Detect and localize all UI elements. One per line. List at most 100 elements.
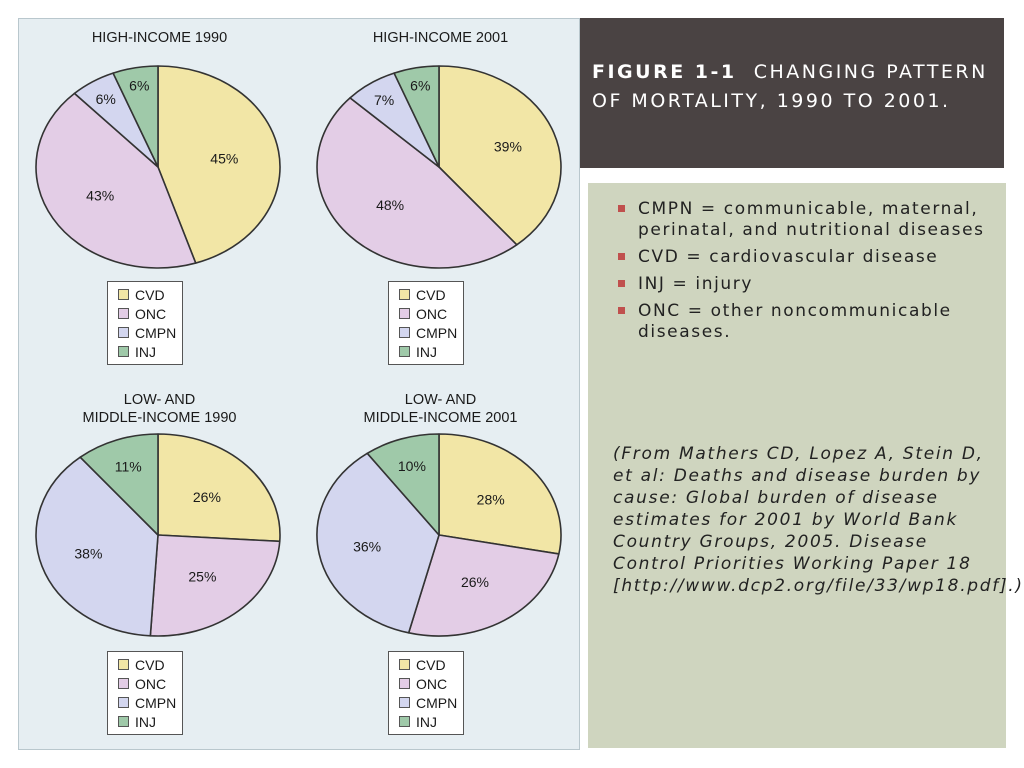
pie-slice-cmpn (35, 456, 159, 637)
definitions-list: CMPN = communicable, maternal, perinatal… (616, 199, 996, 349)
notes-box: CMPN = communicable, maternal, perinatal… (588, 183, 1022, 748)
figure-caption: CHANGING PATTERN OF MORTALITY, 1990 TO 2… (592, 61, 988, 112)
bullet-inj: INJ = injury (616, 274, 996, 295)
pie-chart-4: LOW- AND MIDDLE-INCOME 2001 28% 26% 36% 10% CV… (300, 385, 581, 751)
pie-chart-1: HIGH-INCOME 1990 45% 43% 6% 6% CVD ONC CMPN INJ (19, 19, 300, 385)
pie-slice-inj (112, 65, 159, 168)
chart-legend: CVD ONC CMPN INJ (107, 281, 184, 365)
pie-slice-onc (35, 92, 197, 269)
legend-label: CMPN (416, 694, 458, 711)
legend-item-inj: INJ (399, 342, 457, 361)
legend-label: CVD (135, 286, 165, 303)
legend-label: INJ (135, 713, 156, 730)
figure-label: FIGURE 1-1 (592, 61, 737, 83)
chart-title-line: HIGH-INCOME 1990 (91, 30, 228, 46)
legend-swatch (399, 716, 410, 727)
figure-panel: HIGH-INCOME 1990 45% 43% 6% 6% CVD ONC CMPN INJ H… (18, 18, 580, 750)
slide-title: FIGURE 1-1 CHANGING PATTERN OF MORTALITY… (592, 58, 992, 116)
legend-label: CMPN (135, 694, 177, 711)
legend-label: INJ (416, 713, 437, 730)
legend-label: CMPN (135, 324, 177, 341)
slice-label-onc: 43% (86, 187, 114, 203)
legend-item-cvd: CVD (118, 285, 176, 304)
chart-title-line: MIDDLE-INCOME 2001 (363, 410, 518, 426)
pie-svg: 39% 48% 7% 6% (316, 65, 562, 269)
slice-label-cvd: 39% (494, 139, 522, 155)
legend-item-inj: INJ (399, 712, 457, 731)
legend-swatch (118, 308, 129, 319)
slice-label-cvd: 28% (477, 492, 505, 508)
chart-title: HIGH-INCOME 2001 (300, 29, 581, 47)
legend-swatch (118, 346, 129, 357)
legend-item-cmpn: CMPN (118, 323, 176, 342)
legend-item-cmpn: CMPN (399, 693, 457, 712)
legend-item-cvd: CVD (399, 285, 457, 304)
chart-legend: CVD ONC CMPN INJ (107, 651, 184, 735)
chart-title: HIGH-INCOME 1990 (19, 29, 300, 47)
legend-label: ONC (416, 305, 448, 322)
slice-label-cvd: 45% (210, 150, 238, 166)
legend-swatch (399, 697, 410, 708)
pie-slice-inj (79, 433, 159, 536)
slice-label-inj: 10% (398, 458, 426, 474)
legend-swatch (399, 308, 410, 319)
pie-slice-cvd (157, 65, 281, 264)
pie-slice-inj (393, 65, 440, 168)
legend-label: CVD (135, 656, 165, 673)
legend-item-onc: ONC (118, 304, 176, 323)
pie-svg: 45% 43% 6% 6% (35, 65, 281, 269)
pie-chart-2: HIGH-INCOME 2001 39% 48% 7% 6% CVD ONC CMPN INJ (300, 19, 581, 385)
chart-title: LOW- AND MIDDLE-INCOME 1990 (19, 391, 300, 427)
pie-slice-cvd (157, 433, 281, 543)
slice-label-cmpn: 6% (96, 91, 116, 107)
pie-svg: 26% 25% 38% 11% (35, 433, 281, 637)
legend-swatch (118, 716, 129, 727)
legend-swatch (118, 678, 129, 689)
legend-label: ONC (416, 675, 448, 692)
slice-label-onc: 25% (188, 569, 216, 585)
bullet-cvd: CVD = cardiovascular disease (616, 247, 996, 268)
legend-swatch (399, 346, 410, 357)
legend-label: CVD (416, 286, 446, 303)
slice-label-cmpn: 7% (374, 92, 394, 108)
bullet-onc: ONC = other noncommunicable diseases. (616, 301, 996, 343)
legend-swatch (399, 678, 410, 689)
legend-label: CMPN (416, 324, 458, 341)
slice-label-cmpn: 36% (353, 538, 381, 554)
chart-title-line: MIDDLE-INCOME 1990 (82, 410, 237, 426)
pie-slice-inj (366, 433, 440, 536)
legend-swatch (118, 327, 129, 338)
pie-slice-onc (407, 534, 560, 637)
pie-slice-onc (149, 534, 281, 637)
slide-title-box: FIGURE 1-1 CHANGING PATTERN OF MORTALITY… (580, 18, 1004, 168)
legend-item-cvd: CVD (399, 655, 457, 674)
pie-slice-cvd (438, 433, 562, 555)
legend-item-cmpn: CMPN (118, 693, 176, 712)
legend-label: ONC (135, 675, 167, 692)
bullet-cmpn: CMPN = communicable, maternal, perinatal… (616, 199, 996, 241)
legend-item-cvd: CVD (118, 655, 176, 674)
legend-label: ONC (135, 305, 167, 322)
slice-label-cmpn: 38% (74, 546, 102, 562)
pie-svg: 28% 26% 36% 10% (316, 433, 562, 637)
legend-item-cmpn: CMPN (399, 323, 457, 342)
slice-label-inj: 6% (129, 78, 149, 94)
legend-swatch (118, 697, 129, 708)
slice-label-cvd: 26% (193, 489, 221, 505)
legend-item-onc: ONC (118, 674, 176, 693)
pie-slice-cvd (438, 65, 562, 246)
pie-slice-cmpn (316, 452, 440, 634)
legend-label: CVD (416, 656, 446, 673)
pie-chart-3: LOW- AND MIDDLE-INCOME 1990 26% 25% 38% 11% CV… (19, 385, 300, 751)
pie-slice-onc (316, 97, 518, 269)
slice-label-inj: 6% (410, 78, 430, 94)
legend-item-onc: ONC (399, 304, 457, 323)
legend-swatch (118, 289, 129, 300)
chart-title-line: LOW- AND (404, 392, 477, 408)
legend-label: INJ (416, 343, 437, 360)
slice-label-inj: 11% (115, 459, 142, 475)
legend-swatch (399, 327, 410, 338)
legend-item-inj: INJ (118, 342, 176, 361)
chart-title-line: LOW- AND (123, 392, 196, 408)
slice-label-onc: 48% (376, 197, 404, 213)
